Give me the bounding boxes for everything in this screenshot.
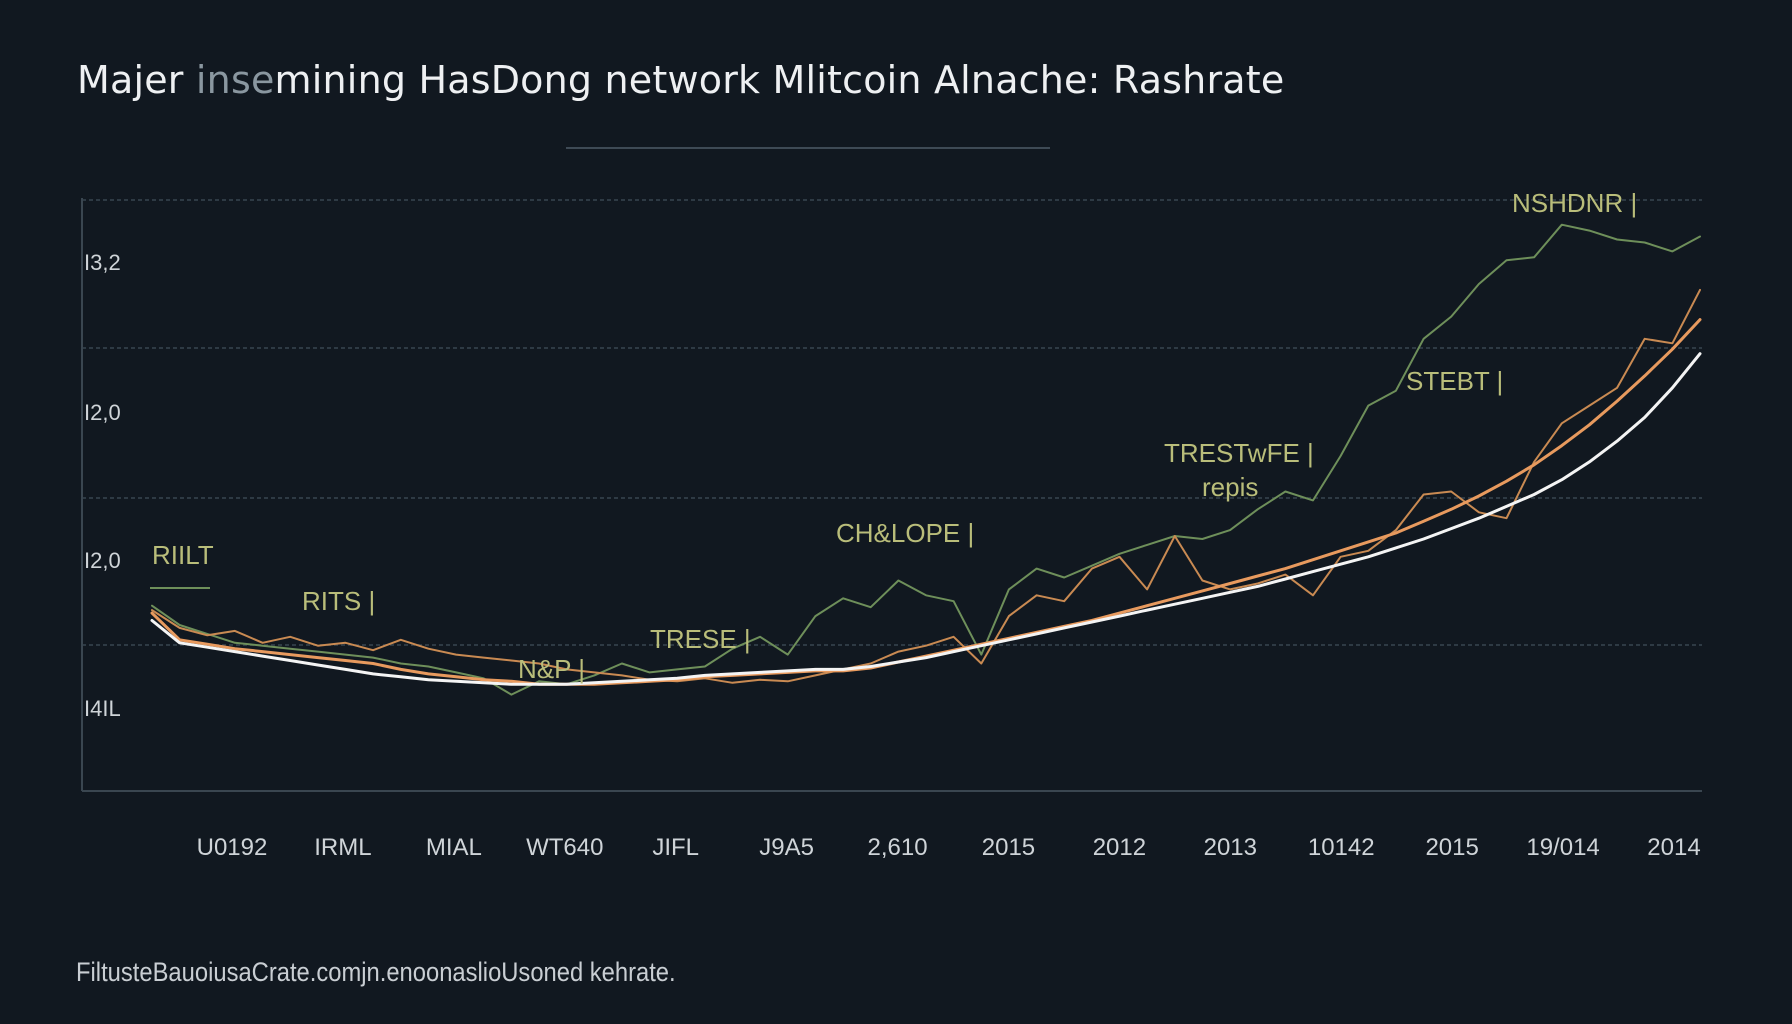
series-lines [150, 223, 1702, 696]
annotation-label: STEBT | [1406, 366, 1503, 396]
annotation-label: CH&LOPE | [836, 518, 974, 548]
x-tick-labels: U0192 IRML MIAL WT640 JIFL J9A5 2,610 2015 2012 2… [197, 834, 1701, 861]
y-tick-labels: I3,2 I2,0 I2,0 I4IL [84, 250, 121, 721]
footnote: FiltusteBauoiusaCrate.comjn.enoonaslioUs… [76, 957, 676, 987]
x-tick-label: 19/014 [1526, 834, 1599, 861]
gridlines [81, 198, 1702, 792]
annotation-label: RIILT [152, 540, 214, 570]
y-tick-label: I2,0 [84, 400, 121, 425]
series-line-trend-white [150, 352, 1702, 686]
annotation-label: NSHDNR | [1512, 188, 1637, 218]
x-tick-label: MIAL [426, 834, 482, 861]
x-tick-label: 2012 [1093, 834, 1146, 861]
y-tick-label: I4IL [84, 696, 121, 721]
annotation-label: repis [1202, 472, 1258, 502]
annotation-label: N&P | [518, 654, 585, 684]
annotation-label: RITS | [302, 586, 375, 616]
annotations: RIILT RITS | TRESE | N&P | CH&LOPE | TRE… [150, 188, 1637, 684]
x-tick-label: 2014 [1647, 834, 1700, 861]
series-line-noisy-green [151, 223, 1701, 696]
x-tick-label: 2013 [1204, 834, 1257, 861]
series-line-noisy-brown [151, 288, 1701, 684]
y-tick-label: I2,0 [84, 548, 121, 573]
chart-title-suffix: mining HasDong network Mlitcoin Alnache:… [274, 58, 1285, 102]
x-tick-label: IRML [314, 834, 371, 861]
x-tick-label: 2015 [1425, 834, 1478, 861]
x-tick-label: 2015 [982, 834, 1035, 861]
chart-title-ghost: inse [195, 58, 275, 102]
x-tick-label: U0192 [197, 834, 268, 861]
y-tick-label: I3,2 [84, 250, 121, 275]
x-tick-label: J9A5 [759, 834, 814, 861]
title-underline [566, 147, 1050, 149]
x-tick-label: 10142 [1308, 834, 1375, 861]
x-tick-label: WT640 [526, 834, 603, 861]
x-tick-label: 2,610 [868, 834, 928, 861]
annotation-label: TRESE | [650, 624, 751, 654]
annotation-label: TRESTwFE | [1164, 438, 1314, 468]
x-tick-label: JIFL [652, 834, 699, 861]
chart-title: Majer insemining HasDong network Mlitcoi… [77, 58, 1284, 102]
chart-title-prefix: Majer [77, 58, 196, 102]
